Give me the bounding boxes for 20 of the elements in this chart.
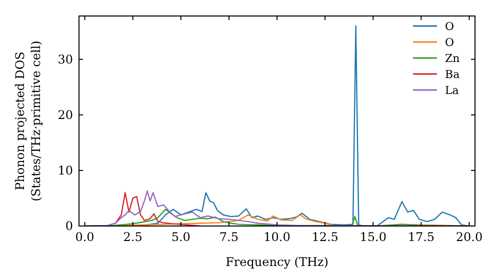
x-tick-label: 10.0 xyxy=(264,230,290,244)
y-tick-label: 10 xyxy=(58,163,73,178)
x-tick-label: 15.0 xyxy=(360,230,386,244)
legend-label: La xyxy=(445,84,460,97)
x-tick-label: 17.5 xyxy=(408,230,435,244)
legend-label: Zn xyxy=(445,52,460,65)
x-tick-label: 0.0 xyxy=(75,230,94,244)
x-tick-label: 7.5 xyxy=(219,230,238,244)
x-tick-label: 2.5 xyxy=(123,230,142,244)
y-tick-label: 30 xyxy=(58,52,73,66)
x-tick-label: 5.0 xyxy=(171,230,190,244)
y-tick-label: 20 xyxy=(58,108,73,122)
x-tick-label: 12.5 xyxy=(312,230,338,244)
y-tick-label: 0 xyxy=(65,219,73,233)
x-tick-label: 20.0 xyxy=(456,230,483,244)
y-axis-title: Phonon projected DOS (States/THz·primitive cell) xyxy=(13,40,43,202)
legend-label: Ba xyxy=(445,68,460,81)
legend-label: O xyxy=(445,36,454,49)
x-axis-title: Frequency (THz) xyxy=(226,255,328,269)
legend-label: O xyxy=(445,20,454,33)
